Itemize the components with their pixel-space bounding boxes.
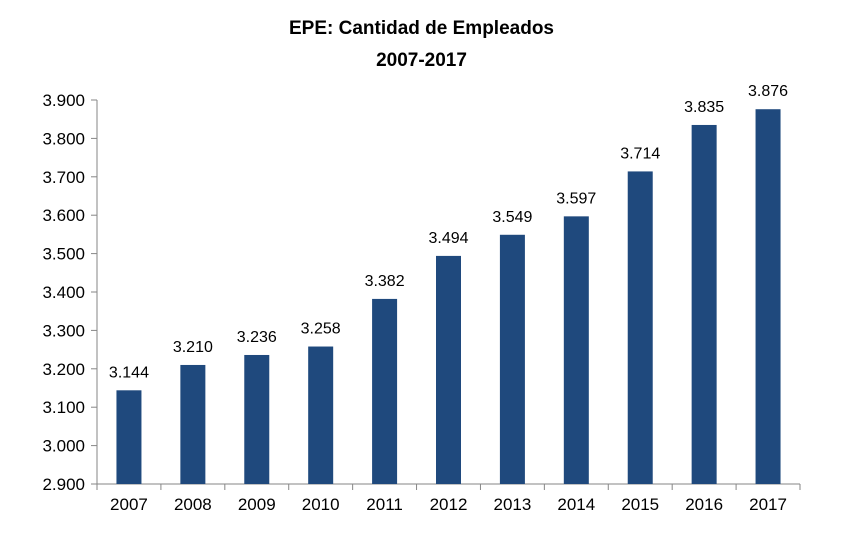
y-tick-label: 3.400 — [42, 283, 85, 302]
bar-2010 — [308, 346, 334, 484]
y-tick-label: 3.100 — [42, 398, 85, 417]
bar-2008 — [180, 364, 206, 484]
data-label: 3.382 — [365, 273, 405, 290]
x-tick-label: 2014 — [557, 495, 595, 514]
data-label: 3.494 — [428, 230, 468, 247]
x-tick-label: 2015 — [621, 495, 659, 514]
x-tick-label: 2016 — [685, 495, 723, 514]
bar-2007 — [116, 390, 142, 484]
x-tick-label: 2008 — [174, 495, 212, 514]
bar-2011 — [372, 298, 398, 484]
x-tick-label: 2011 — [366, 495, 403, 514]
bar-2016 — [691, 124, 717, 485]
bar-2015 — [627, 171, 653, 484]
bar-2009 — [244, 354, 270, 484]
y-tick-label: 3.600 — [42, 206, 85, 225]
bar-2017 — [755, 109, 781, 484]
y-tick-label: 3.900 — [42, 91, 85, 110]
y-tick-label: 3.300 — [42, 321, 85, 340]
data-label: 3.210 — [173, 339, 213, 356]
bar-2013 — [499, 234, 525, 484]
data-label: 3.258 — [301, 321, 341, 338]
x-tick-label: 2013 — [493, 495, 531, 514]
data-label: 3.714 — [620, 145, 660, 162]
y-tick-label: 2.900 — [42, 475, 85, 494]
bar-2012 — [436, 255, 461, 484]
data-label: 3.835 — [684, 99, 724, 116]
data-label: 3.144 — [109, 364, 149, 381]
chart-title: EPE: Cantidad de Empleados — [289, 18, 554, 39]
x-tick-label: 2012 — [430, 495, 468, 514]
y-tick-label: 3.200 — [42, 360, 85, 379]
y-tick-label: 3.800 — [42, 129, 85, 148]
bar-2014 — [563, 216, 589, 485]
data-label: 3.236 — [237, 329, 277, 346]
y-tick-label: 3.500 — [42, 245, 85, 264]
data-label: 3.549 — [492, 209, 532, 226]
data-label: 3.876 — [748, 83, 788, 100]
x-tick-label: 2009 — [238, 495, 276, 514]
data-label: 3.597 — [556, 190, 596, 207]
x-tick-label: 2017 — [749, 495, 787, 514]
y-tick-label: 3.700 — [42, 168, 85, 187]
x-tick-label: 2010 — [302, 495, 340, 514]
y-tick-label: 3.000 — [42, 437, 85, 456]
chart-subtitle: 2007-2017 — [376, 50, 467, 71]
x-tick-label: 2007 — [110, 495, 148, 514]
